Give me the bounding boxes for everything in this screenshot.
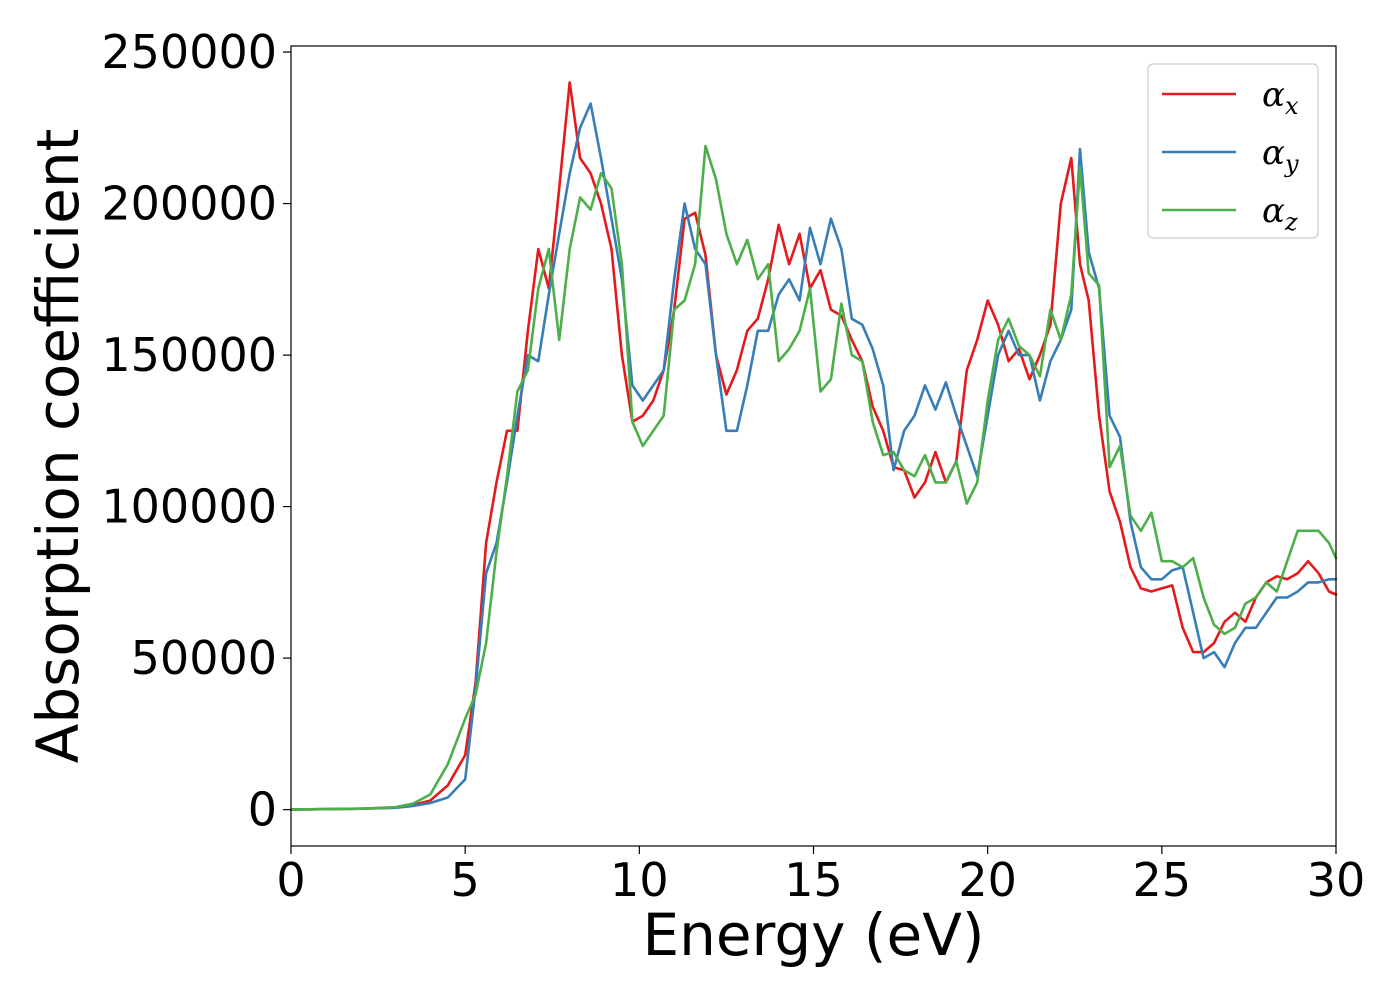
y-tick-label: 150000: [101, 328, 277, 382]
legend-label-3: αz: [1262, 191, 1298, 236]
y-axis-title: Absorption coefficient: [24, 129, 92, 764]
legend: αx αy αz: [1147, 63, 1319, 239]
series-line-3: [289, 144, 1338, 811]
y-tick-label: 100000: [101, 480, 277, 534]
x-axis-title: Energy (eV): [642, 901, 984, 969]
series-layer: [289, 81, 1338, 811]
x-tick-label: 30: [1307, 853, 1366, 907]
x-tick-label: 10: [610, 853, 669, 907]
legend-label-1: αx: [1262, 75, 1299, 120]
y-tick-label: 50000: [131, 631, 277, 685]
x-tick-label: 20: [958, 853, 1017, 907]
y-tick-label: 200000: [101, 177, 277, 231]
x-tick-label: 5: [451, 853, 480, 907]
x-tick-label: 15: [784, 853, 843, 907]
series-line-1: [289, 81, 1338, 811]
y-tick-label: 250000: [101, 25, 277, 79]
y-tick-label: 0: [248, 783, 277, 837]
plot-frame: [290, 45, 1337, 847]
x-tick-label: 25: [1133, 853, 1192, 907]
x-axis-ticks: 0 5 10 15 20 25 30: [276, 846, 1365, 907]
x-tick-label: 0: [276, 853, 305, 907]
legend-label-2: αy: [1262, 133, 1299, 178]
y-axis-ticks: 0 50000 100000 150000 200000 250000: [101, 25, 291, 837]
